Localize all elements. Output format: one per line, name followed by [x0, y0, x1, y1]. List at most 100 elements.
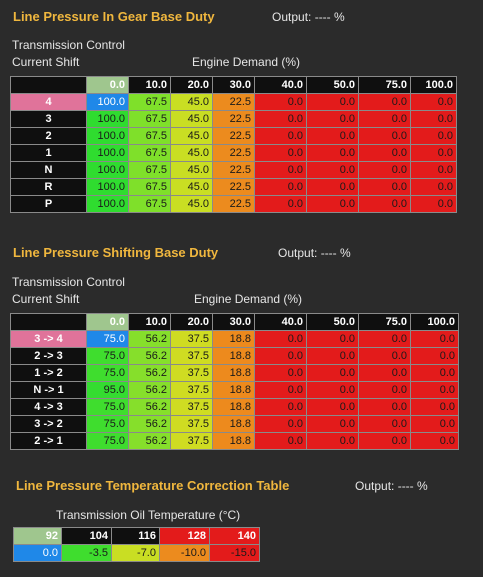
table-cell[interactable]: 0.0: [254, 195, 307, 213]
table-cell[interactable]: 0.0: [358, 161, 411, 179]
table-cell[interactable]: 100.0: [86, 127, 129, 145]
column-header[interactable]: 10.0: [128, 76, 171, 94]
table-cell[interactable]: -15.0: [209, 544, 260, 562]
table-cell[interactable]: 0.0: [254, 432, 307, 450]
table-cell[interactable]: 0.0: [358, 330, 411, 348]
column-header[interactable]: 0.0: [86, 76, 129, 94]
table-cell[interactable]: 0.0: [306, 127, 359, 145]
column-header[interactable]: 104: [61, 527, 112, 545]
table-cell[interactable]: 0.0: [358, 381, 411, 399]
table-cell[interactable]: -3.5: [61, 544, 112, 562]
column-header[interactable]: 20.0: [170, 76, 213, 94]
table-cell[interactable]: 0.0: [306, 347, 359, 365]
table-cell[interactable]: 0.0: [358, 347, 411, 365]
table-cell[interactable]: 100.0: [86, 93, 129, 111]
column-header[interactable]: 30.0: [212, 313, 255, 331]
table-cell[interactable]: 0.0: [410, 161, 457, 179]
row-header[interactable]: N -> 1: [10, 381, 87, 399]
table-cell[interactable]: 0.0: [254, 144, 307, 162]
table-cell[interactable]: 0.0: [306, 364, 359, 382]
table-cell[interactable]: 0.0: [306, 144, 359, 162]
table-cell[interactable]: 0.0: [306, 195, 359, 213]
table-cell[interactable]: 0.0: [254, 347, 307, 365]
table-cell[interactable]: 0.0: [358, 127, 411, 145]
table-cell[interactable]: 0.0: [254, 381, 307, 399]
table-cell[interactable]: 0.0: [358, 398, 411, 416]
table-cell[interactable]: 67.5: [128, 195, 171, 213]
row-header[interactable]: R: [10, 178, 87, 196]
table-cell[interactable]: 0.0: [410, 178, 457, 196]
table-cell[interactable]: 0.0: [306, 330, 359, 348]
table-cell[interactable]: 75.0: [86, 364, 129, 382]
row-header[interactable]: 2 -> 1: [10, 432, 87, 450]
table-cell[interactable]: 18.8: [212, 381, 255, 399]
table-cell[interactable]: 0.0: [410, 127, 457, 145]
table-cell[interactable]: 37.5: [170, 364, 213, 382]
column-header[interactable]: 30.0: [212, 76, 255, 94]
table-cell[interactable]: 75.0: [86, 432, 129, 450]
table-cell[interactable]: 18.8: [212, 415, 255, 433]
table-cell[interactable]: 45.0: [170, 110, 213, 128]
table-cell[interactable]: 0.0: [254, 110, 307, 128]
row-header[interactable]: 3 -> 2: [10, 415, 87, 433]
table-cell[interactable]: 56.2: [128, 364, 171, 382]
table-cell[interactable]: 0.0: [410, 195, 457, 213]
column-header[interactable]: 100.0: [410, 76, 457, 94]
table-cell[interactable]: 67.5: [128, 144, 171, 162]
table-cell[interactable]: 22.5: [212, 93, 255, 111]
table-cell[interactable]: 0.0: [410, 110, 457, 128]
row-header[interactable]: P: [10, 195, 87, 213]
table-cell[interactable]: 37.5: [170, 398, 213, 416]
table-cell[interactable]: 0.0: [254, 127, 307, 145]
table-cell[interactable]: 0.0: [410, 347, 459, 365]
column-header[interactable]: 0.0: [86, 313, 129, 331]
column-header[interactable]: 100.0: [410, 313, 459, 331]
table-cell[interactable]: 18.8: [212, 364, 255, 382]
table-cell[interactable]: 56.2: [128, 330, 171, 348]
table-cell[interactable]: 0.0: [306, 93, 359, 111]
table-cell[interactable]: -10.0: [159, 544, 210, 562]
table-cell[interactable]: 37.5: [170, 432, 213, 450]
table-cell[interactable]: 75.0: [86, 398, 129, 416]
table-cell[interactable]: -7.0: [111, 544, 160, 562]
table-cell[interactable]: 0.0: [306, 178, 359, 196]
table-cell[interactable]: 22.5: [212, 195, 255, 213]
table-cell[interactable]: 100.0: [86, 110, 129, 128]
row-header[interactable]: 4 -> 3: [10, 398, 87, 416]
table-cell[interactable]: 0.0: [306, 432, 359, 450]
table-cell[interactable]: 18.8: [212, 347, 255, 365]
table-cell[interactable]: 67.5: [128, 93, 171, 111]
column-header[interactable]: 92: [13, 527, 62, 545]
column-header[interactable]: 50.0: [306, 313, 359, 331]
row-header[interactable]: 2: [10, 127, 87, 145]
table-cell[interactable]: 75.0: [86, 347, 129, 365]
table-cell[interactable]: 0.0: [358, 93, 411, 111]
column-header[interactable]: 140: [209, 527, 260, 545]
table-cell[interactable]: 45.0: [170, 161, 213, 179]
table-cell[interactable]: 0.0: [13, 544, 62, 562]
table-cell[interactable]: 0.0: [358, 432, 411, 450]
table-cell[interactable]: 100.0: [86, 195, 129, 213]
table-cell[interactable]: 0.0: [306, 415, 359, 433]
table-cell[interactable]: 45.0: [170, 93, 213, 111]
table-cell[interactable]: 0.0: [358, 144, 411, 162]
table-cell[interactable]: 67.5: [128, 110, 171, 128]
table-cell[interactable]: 22.5: [212, 161, 255, 179]
table-cell[interactable]: 56.2: [128, 398, 171, 416]
table-cell[interactable]: 0.0: [410, 381, 459, 399]
table-cell[interactable]: 0.0: [358, 364, 411, 382]
table-cell[interactable]: 0.0: [254, 161, 307, 179]
table-cell[interactable]: 0.0: [306, 398, 359, 416]
table-cell[interactable]: 18.8: [212, 432, 255, 450]
table-cell[interactable]: 37.5: [170, 347, 213, 365]
table-cell[interactable]: 0.0: [410, 415, 459, 433]
table-cell[interactable]: 0.0: [306, 161, 359, 179]
table-cell[interactable]: 100.0: [86, 161, 129, 179]
table-cell[interactable]: 56.2: [128, 381, 171, 399]
column-header[interactable]: 10.0: [128, 313, 171, 331]
table-cell[interactable]: 75.0: [86, 330, 129, 348]
column-header[interactable]: 128: [159, 527, 210, 545]
table-cell[interactable]: 0.0: [254, 93, 307, 111]
table-cell[interactable]: 0.0: [358, 195, 411, 213]
table-cell[interactable]: 0.0: [410, 398, 459, 416]
